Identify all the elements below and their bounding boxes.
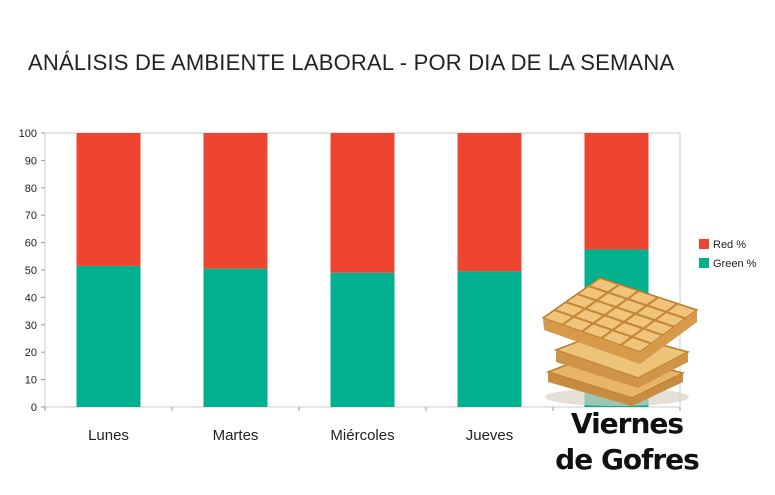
legend-swatch bbox=[699, 239, 709, 249]
y-tick-label: 70 bbox=[25, 210, 37, 222]
bar-red--1 bbox=[203, 133, 268, 269]
x-category-label: Lunes bbox=[88, 427, 129, 444]
bar-green--3 bbox=[457, 271, 522, 407]
waffle-caption-line: Viernes bbox=[571, 407, 683, 440]
bar-green--2 bbox=[330, 272, 395, 407]
y-tick-label: 100 bbox=[19, 128, 37, 140]
x-category-label: Martes bbox=[213, 427, 259, 444]
bar-green--0 bbox=[76, 265, 141, 407]
x-category-label: Jueves bbox=[466, 427, 514, 444]
y-tick-label: 90 bbox=[25, 155, 37, 167]
legend-label: Green % bbox=[713, 258, 757, 270]
bar-red--3 bbox=[457, 133, 522, 272]
y-tick-label: 40 bbox=[25, 292, 37, 304]
bar-red--0 bbox=[76, 133, 141, 266]
y-tick-label: 80 bbox=[25, 183, 37, 195]
chart-title: ANÁLISIS DE AMBIENTE LABORAL - POR DIA D… bbox=[28, 50, 675, 75]
waffle-stack-image bbox=[541, 277, 699, 406]
bar-red--2 bbox=[330, 133, 395, 273]
legend-label: Red % bbox=[713, 239, 746, 251]
y-tick-label: 50 bbox=[25, 265, 37, 277]
y-tick-label: 0 bbox=[31, 402, 37, 414]
x-category-label: Miércoles bbox=[330, 427, 394, 444]
y-tick-label: 60 bbox=[25, 238, 37, 250]
bar-green--1 bbox=[203, 268, 268, 407]
waffle-caption-line: de Gofres bbox=[555, 443, 699, 476]
y-tick-label: 10 bbox=[25, 375, 37, 387]
legend-swatch bbox=[699, 258, 709, 268]
bar-red--4 bbox=[584, 133, 649, 250]
y-tick-label: 30 bbox=[25, 320, 37, 332]
y-tick-label: 20 bbox=[25, 347, 37, 359]
